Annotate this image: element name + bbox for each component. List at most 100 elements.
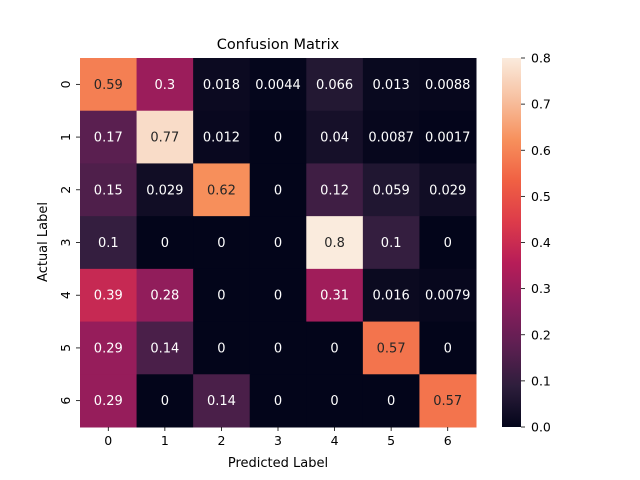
colorbar-tick-label: 0.2: [531, 327, 551, 342]
heatmap-cell: [362, 268, 420, 323]
cell-value-label: 0: [274, 341, 282, 356]
y-tick-label: 6: [58, 397, 73, 405]
heatmap-cell: [136, 216, 194, 270]
x-tick-label: 5: [387, 433, 395, 448]
heatmap-cell: [362, 216, 420, 270]
cell-value-label: 0.62: [207, 183, 236, 198]
cell-value-label: 0.8: [324, 236, 345, 251]
heatmap-cell: [136, 321, 194, 375]
cell-value-label: 0.016: [373, 289, 410, 304]
heatmap-cell: [249, 321, 307, 375]
cell-value-label: 0.29: [94, 394, 123, 409]
cell-value-label: 0: [274, 394, 282, 409]
cell-value-label: 0.59: [94, 78, 123, 93]
cell-value-label: 0.57: [377, 341, 406, 356]
cell-value-label: 0.0017: [425, 131, 471, 146]
heatmap-cell: [419, 216, 477, 270]
heatmap-cell: [306, 374, 364, 428]
cell-value-label: 0.15: [94, 183, 123, 198]
x-tick-label: 3: [274, 433, 282, 448]
cell-value-label: 0: [330, 341, 338, 356]
colorbar: [502, 58, 521, 427]
heatmap-cell: [419, 110, 477, 164]
colorbar-tick-label: 0.1: [531, 373, 551, 388]
heatmap-cell: [136, 374, 194, 428]
cell-value-label: 0.39: [94, 289, 123, 304]
cell-value-label: 0: [161, 236, 169, 251]
x-tick-label: 1: [161, 433, 169, 448]
cell-value-label: 0: [387, 394, 395, 409]
cell-value-label: 0.31: [320, 289, 349, 304]
colorbar-tick-label: 0.8: [531, 51, 551, 66]
heatmap-cell: [249, 216, 307, 270]
heatmap-cell: [306, 110, 364, 164]
heatmap-cell: [136, 268, 194, 323]
heatmap-cell: [362, 58, 420, 112]
heatmap-cell: [80, 321, 138, 375]
heatmap-cell: [193, 268, 251, 323]
heatmap-cell: [362, 163, 420, 217]
colorbar-tick-label: 0.4: [531, 235, 551, 250]
cell-value-label: 0: [274, 183, 282, 198]
heatmap-cell: [306, 321, 364, 375]
heatmap-cells: 0.59 0.3 0.018 0.0044 0.066 0.013 0.0088 0.17 0.…: [80, 58, 477, 428]
cell-value-label: 0.012: [203, 131, 240, 146]
cell-value-label: 0.1: [98, 236, 119, 251]
heatmap-cell: [306, 268, 364, 323]
y-tick-label: 1: [58, 133, 73, 141]
cell-value-label: 0.29: [94, 341, 123, 356]
heatmap-cell: [193, 110, 251, 164]
y-axis-ticks: 0 1 2 3 4 5 6: [58, 80, 80, 405]
heatmap-cell: [419, 268, 477, 323]
cell-value-label: 0: [274, 236, 282, 251]
cell-value-label: 0.029: [146, 183, 183, 198]
y-tick-label: 2: [58, 186, 73, 194]
heatmap-cell: [249, 374, 307, 428]
x-tick-label: 4: [331, 433, 339, 448]
heatmap-cell: [80, 374, 138, 428]
cell-value-label: 0.1: [381, 236, 402, 251]
cell-value-label: 0.018: [203, 78, 240, 93]
heatmap-cell: [419, 374, 477, 428]
cell-value-label: 0: [330, 394, 338, 409]
cell-value-label: 0: [274, 131, 282, 146]
cell-value-label: 0: [217, 341, 225, 356]
cell-value-label: 0.0079: [425, 289, 471, 304]
cell-value-label: 0.17: [94, 131, 123, 146]
x-tick-label: 6: [444, 433, 452, 448]
cell-value-label: 0.3: [155, 78, 176, 93]
heatmap-cell: [306, 216, 364, 270]
y-tick-label: 5: [58, 344, 73, 352]
colorbar-tick-label: 0.6: [531, 143, 551, 158]
heatmap-cell: [249, 110, 307, 164]
chart-title: Confusion Matrix: [217, 37, 340, 53]
heatmap-cell: [80, 216, 138, 270]
x-axis-label: Predicted Label: [228, 456, 328, 471]
heatmap-cell: [306, 163, 364, 217]
y-tick-label: 3: [58, 239, 73, 247]
cell-value-label: 0.57: [433, 394, 462, 409]
colorbar-tick-label: 0.0: [531, 420, 551, 435]
heatmap-cell: [249, 58, 307, 112]
heatmap-cell: [136, 58, 194, 112]
cell-value-label: 0: [444, 236, 452, 251]
cell-value-label: 0.14: [207, 394, 236, 409]
heatmap-cell: [362, 321, 420, 375]
heatmap-cell: [193, 216, 251, 270]
cell-value-label: 0: [217, 289, 225, 304]
heatmap-cell: [193, 321, 251, 375]
cell-value-label: 0.0087: [368, 131, 414, 146]
x-tick-label: 0: [104, 433, 112, 448]
y-tick-label: 0: [58, 80, 73, 88]
heatmap-cell: [419, 163, 477, 217]
x-axis-ticks: 0 1 2 3 4 5 6: [104, 427, 452, 448]
cell-value-label: 0.0044: [255, 78, 301, 93]
heatmap-cell: [249, 163, 307, 217]
heatmap-cell: [419, 58, 477, 112]
cell-value-label: 0.14: [150, 341, 179, 356]
cell-value-label: 0.0088: [425, 78, 471, 93]
heatmap-cell: [193, 163, 251, 217]
heatmap-cell: [193, 374, 251, 428]
heatmap-cell: [362, 110, 420, 164]
